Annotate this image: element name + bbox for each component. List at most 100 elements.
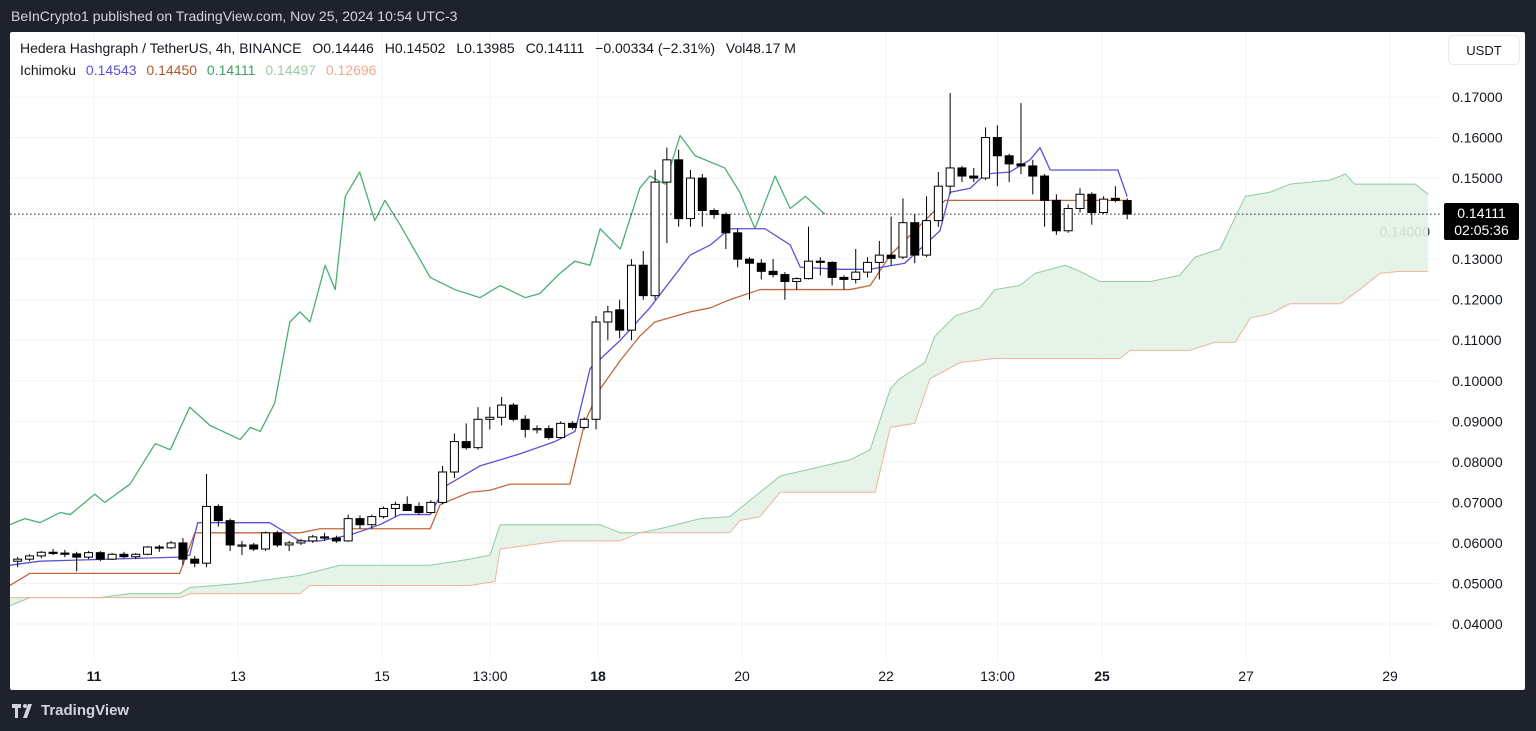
candle-body: [320, 536, 330, 539]
candle: [72, 551, 82, 572]
candle-body: [756, 262, 766, 272]
candle: [685, 169, 695, 227]
candle: [119, 551, 129, 559]
high-value: H0.14502: [384, 40, 446, 56]
candle: [1051, 194, 1061, 235]
candle-body: [532, 428, 542, 431]
x-tick-label: 11: [87, 668, 102, 684]
candle: [497, 396, 507, 426]
candle: [190, 555, 200, 568]
candle: [922, 196, 932, 258]
x-tick-label: 18: [590, 668, 606, 684]
candle-body: [721, 214, 731, 234]
candle-body: [485, 416, 495, 420]
candle-body: [343, 518, 353, 542]
candle-body: [414, 505, 424, 514]
change-value: −0.00334 (−2.31%): [595, 40, 716, 56]
candle: [886, 216, 896, 266]
candle-body: [154, 546, 164, 549]
ichimoku-span-b-value: 0.12696: [325, 62, 377, 78]
y-tick-label: 0.15000: [1452, 170, 1503, 186]
chikou-span-line: [10, 134, 826, 526]
candle-body: [851, 271, 861, 280]
candle-body: [674, 159, 684, 220]
candle-body: [650, 181, 660, 297]
candle-body: [390, 503, 400, 509]
candle: [863, 257, 873, 278]
candle-body: [863, 261, 873, 273]
candle: [308, 534, 318, 543]
candle: [1028, 159, 1038, 195]
candle: [591, 315, 601, 430]
close-value: C0.14111: [525, 40, 585, 56]
candle-body: [1110, 197, 1120, 201]
volume-value: Vol48.17 M: [725, 40, 796, 56]
candle-body: [898, 222, 908, 258]
candle-body: [72, 553, 82, 558]
candle: [13, 557, 23, 568]
candle-body: [225, 520, 235, 546]
candle-body: [143, 546, 153, 555]
candle: [24, 554, 34, 562]
footer-logo-text: TradingView: [41, 702, 130, 719]
candle: [638, 251, 648, 300]
candle: [1075, 188, 1085, 213]
candle: [556, 421, 566, 439]
candle: [343, 514, 353, 542]
candle-body: [1063, 207, 1073, 232]
x-tick-label: 20: [734, 668, 750, 684]
candle-body: [603, 311, 613, 323]
candle: [438, 465, 448, 505]
candle: [792, 277, 802, 290]
candle: [261, 531, 271, 552]
candle: [567, 421, 577, 430]
currency-button[interactable]: USDT: [1448, 35, 1520, 65]
candle-body: [874, 254, 884, 263]
candle: [449, 433, 459, 479]
candle: [95, 551, 105, 562]
candle-body: [520, 418, 530, 430]
candle: [284, 540, 294, 552]
candle-body: [839, 276, 849, 280]
indicator-name[interactable]: Ichimoku: [20, 62, 77, 78]
candle: [402, 496, 412, 512]
candle-body: [461, 441, 471, 449]
candle: [213, 504, 223, 527]
candle: [756, 259, 766, 280]
candle-body: [84, 552, 94, 558]
candle-body: [284, 542, 294, 546]
candle: [579, 417, 589, 430]
candle-body: [615, 309, 625, 331]
symbol-name[interactable]: Hedera Hashgraph / TetherUS, 4h, BINANCE: [20, 40, 302, 56]
y-tick-label: 0.13000: [1452, 251, 1503, 267]
candle-body: [426, 501, 436, 514]
candle: [249, 542, 259, 552]
candle-body: [48, 551, 58, 554]
tradingview-logo[interactable]: TradingView: [12, 702, 129, 719]
candle: [296, 538, 306, 545]
ichimoku-tenkan-value: 0.14543: [85, 62, 137, 78]
symbol-legend: Hedera Hashgraph / TetherUS, 4h, BINANCE…: [20, 40, 803, 56]
candle: [910, 214, 920, 264]
candle-body: [1087, 193, 1097, 214]
candle: [166, 540, 176, 550]
ichimoku-kijun-value: 0.14450: [146, 62, 198, 78]
bar-countdown: 02:05:36: [1454, 222, 1509, 238]
candle-body: [331, 537, 341, 542]
price-chart[interactable]: 0.170000.160000.150000.140000.130000.120…: [10, 32, 1525, 690]
candle-body: [1051, 199, 1061, 232]
candle-body: [296, 540, 306, 544]
ichimoku-chikou-value: 0.14111: [206, 62, 256, 78]
candle: [874, 240, 884, 280]
chart-panel[interactable]: 0.170000.160000.150000.140000.130000.120…: [10, 32, 1525, 690]
candle-body: [449, 441, 459, 473]
candle-body: [107, 553, 117, 560]
open-value: O0.14446: [312, 40, 374, 56]
candle: [355, 515, 365, 529]
low-value: L0.13985: [456, 40, 515, 56]
candle-body: [992, 137, 1002, 157]
candle: [154, 544, 164, 552]
candle: [851, 249, 861, 284]
candle: [143, 546, 153, 556]
candle-body: [1122, 200, 1132, 215]
